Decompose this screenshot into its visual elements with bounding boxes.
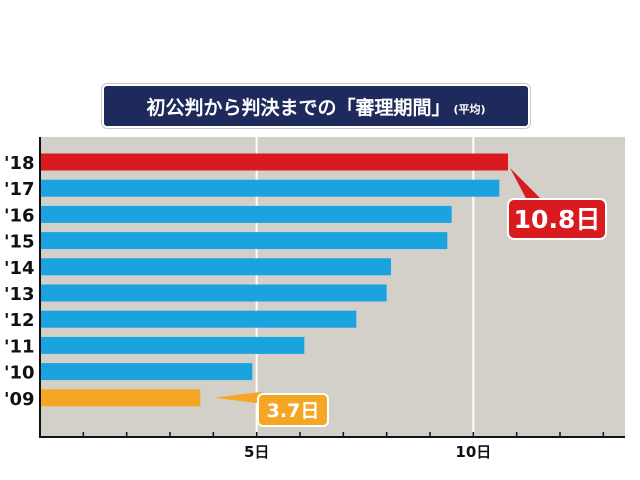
annotation-pointer-2018 xyxy=(510,168,544,202)
bar-3 xyxy=(41,232,448,250)
category-label-0: '18 xyxy=(4,153,35,174)
bar-6 xyxy=(41,310,357,328)
category-label-4: '14 xyxy=(4,258,35,279)
x-tick-label-0: 5日 xyxy=(244,443,269,461)
bar-7 xyxy=(41,336,305,354)
annotation-box-2018 xyxy=(507,198,607,240)
chart-title: 初公判から判決までの「審理期間」 xyxy=(146,96,451,119)
annotation-pointer-2009 xyxy=(214,391,262,404)
category-label-3: '15 xyxy=(4,232,35,253)
bar-5 xyxy=(41,284,387,302)
category-label-5: '13 xyxy=(4,284,35,305)
category-label-8: '10 xyxy=(4,363,35,384)
annotation-label-2009: 3.7日 xyxy=(267,400,320,422)
annotation-box-2009 xyxy=(257,393,329,427)
x-tick-label-1: 10日 xyxy=(455,443,491,461)
bar-2 xyxy=(41,205,452,223)
chart-title-banner: 初公判から判決までの「審理期間」 (平均) xyxy=(104,86,528,126)
category-label-6: '12 xyxy=(4,310,35,331)
category-label-1: '17 xyxy=(4,179,35,200)
category-label-2: '16 xyxy=(4,205,35,226)
category-label-9: '09 xyxy=(4,389,35,410)
bar-4 xyxy=(41,258,391,276)
bar-0 xyxy=(41,153,508,171)
chart-title-note: (平均) xyxy=(453,103,486,116)
annotation-label-2018: 10.8日 xyxy=(514,205,601,234)
category-label-7: '11 xyxy=(4,336,35,357)
bar-1 xyxy=(41,179,500,197)
bar-8 xyxy=(41,363,253,381)
bar-9 xyxy=(41,389,201,407)
